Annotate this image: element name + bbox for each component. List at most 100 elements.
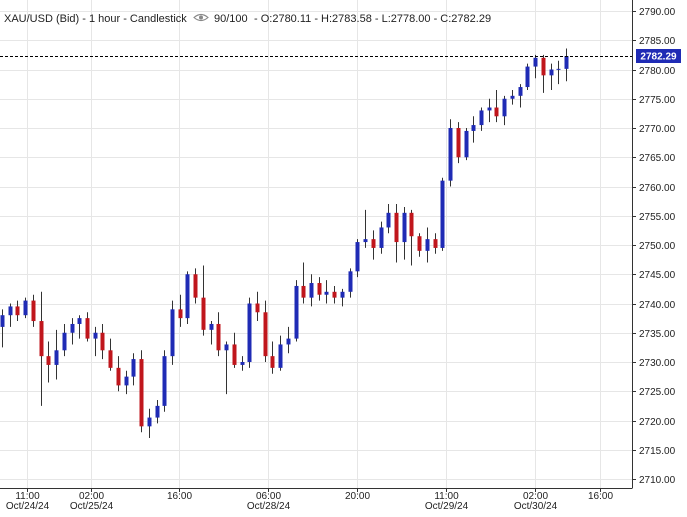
candle[interactable]	[224, 341, 229, 395]
candle-body-up	[502, 98, 507, 117]
y-tick-label: 2780.00	[639, 66, 676, 77]
candle[interactable]	[46, 341, 51, 383]
candle[interactable]	[348, 268, 353, 298]
candle[interactable]	[0, 309, 5, 348]
candle[interactable]	[124, 370, 129, 395]
x-tick-time: 02:00	[79, 491, 104, 502]
candle[interactable]	[131, 353, 136, 386]
candle[interactable]	[15, 300, 20, 322]
candle[interactable]	[70, 318, 75, 345]
candle[interactable]	[371, 230, 376, 260]
candle[interactable]	[232, 332, 237, 368]
candle[interactable]	[556, 60, 561, 85]
candle[interactable]	[193, 268, 198, 304]
candle[interactable]	[541, 54, 546, 93]
candle[interactable]	[549, 63, 554, 90]
candle[interactable]	[379, 221, 384, 254]
candle[interactable]	[116, 356, 121, 392]
candle-body-up	[185, 274, 190, 319]
candle[interactable]	[301, 262, 306, 304]
candle[interactable]	[247, 297, 252, 368]
candle[interactable]	[170, 300, 175, 365]
candle[interactable]	[456, 122, 461, 164]
candle[interactable]	[448, 119, 453, 187]
candle[interactable]	[417, 233, 422, 257]
candle[interactable]	[185, 271, 190, 324]
candle[interactable]	[216, 312, 221, 357]
candle[interactable]	[270, 341, 275, 374]
y-axis[interactable]: 2710.00 2715.00 2720.00 2725.00 2730.00 2735.…	[632, 7, 676, 486]
candle[interactable]	[518, 84, 523, 108]
candle[interactable]	[425, 227, 430, 263]
candle[interactable]	[394, 204, 399, 263]
candle[interactable]	[487, 98, 492, 123]
candle-body-up	[487, 107, 492, 111]
candle[interactable]	[263, 300, 268, 362]
candle-body-up	[124, 376, 129, 386]
candle[interactable]	[440, 177, 445, 251]
candle[interactable]	[209, 321, 214, 345]
candle-body-up	[294, 285, 299, 339]
candle[interactable]	[54, 329, 59, 380]
candle[interactable]	[155, 400, 160, 424]
eye-icon[interactable]	[193, 13, 209, 22]
candle[interactable]	[494, 89, 499, 123]
candle[interactable]	[433, 233, 438, 254]
candle[interactable]	[100, 323, 105, 360]
candle[interactable]	[162, 350, 167, 412]
candle[interactable]	[278, 335, 283, 371]
candle[interactable]	[340, 288, 345, 307]
candle-body-down	[201, 297, 206, 330]
candle[interactable]	[502, 95, 507, 126]
candle[interactable]	[240, 356, 245, 371]
candle[interactable]	[178, 294, 183, 327]
candle[interactable]	[332, 285, 337, 304]
candle-body-down	[15, 306, 20, 316]
candle[interactable]	[77, 315, 82, 339]
y-tick-label: 2775.00	[639, 95, 676, 106]
candle[interactable]	[62, 323, 67, 357]
y-tick-label: 2765.00	[639, 153, 676, 164]
candle[interactable]	[402, 206, 407, 260]
candle[interactable]	[93, 326, 98, 357]
candle[interactable]	[533, 54, 538, 79]
candle[interactable]	[386, 204, 391, 234]
candle[interactable]	[31, 294, 36, 327]
candle[interactable]	[85, 312, 90, 342]
candle-body-down	[494, 107, 499, 117]
candle[interactable]	[8, 303, 13, 327]
candle[interactable]	[139, 350, 144, 433]
candle[interactable]	[201, 265, 206, 336]
candle-body-up	[402, 212, 407, 243]
candle[interactable]	[479, 107, 484, 131]
candle-body-down	[193, 274, 198, 298]
candle[interactable]	[309, 274, 314, 307]
candle[interactable]	[39, 291, 44, 406]
candle[interactable]	[108, 338, 113, 371]
x-tick-time: 02:00	[523, 491, 548, 502]
x-tick-date: Oct/29/24	[425, 501, 469, 512]
candle-body-up	[363, 239, 368, 243]
candle[interactable]	[147, 408, 152, 439]
candle[interactable]	[363, 209, 368, 248]
candle[interactable]	[355, 239, 360, 278]
candle[interactable]	[255, 291, 260, 322]
candle[interactable]	[471, 116, 476, 143]
candle[interactable]	[510, 89, 515, 105]
candle-body-down	[317, 283, 322, 295]
candle[interactable]	[23, 297, 28, 319]
x-tick-date: Oct/28/24	[247, 501, 291, 512]
candle[interactable]	[525, 63, 530, 90]
candle[interactable]	[286, 326, 291, 354]
candle[interactable]	[324, 280, 329, 304]
candle[interactable]	[294, 280, 299, 342]
candle[interactable]	[317, 277, 322, 301]
y-tick-label: 2760.00	[639, 183, 676, 194]
candle-body-up	[224, 344, 229, 351]
candle[interactable]	[409, 209, 414, 266]
candle-body-up	[440, 180, 445, 248]
candle[interactable]	[564, 48, 569, 82]
candle[interactable]	[464, 128, 469, 161]
